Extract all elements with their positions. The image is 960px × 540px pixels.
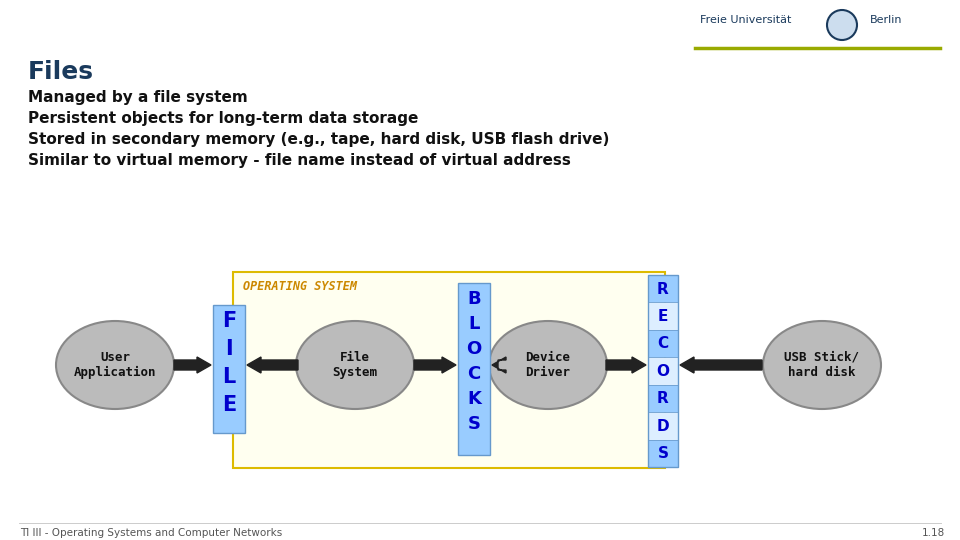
Text: Files: Files — [28, 60, 94, 84]
Text: C: C — [468, 365, 481, 383]
Bar — [648, 302, 678, 330]
Text: S: S — [658, 446, 668, 461]
Text: Managed by a file system: Managed by a file system — [28, 90, 248, 105]
Text: B: B — [468, 290, 481, 308]
Bar — [648, 412, 678, 440]
Text: USB Stick/
hard disk: USB Stick/ hard disk — [784, 351, 859, 379]
FancyArrow shape — [174, 357, 211, 373]
Text: S: S — [468, 415, 481, 433]
FancyArrow shape — [606, 357, 646, 373]
Bar — [648, 384, 678, 412]
Text: Persistent objects for long-term data storage: Persistent objects for long-term data st… — [28, 111, 419, 126]
Bar — [648, 440, 678, 467]
Text: Berlin: Berlin — [870, 15, 902, 25]
Text: OPERATING SYSTEM: OPERATING SYSTEM — [243, 280, 357, 293]
Text: D: D — [657, 418, 669, 434]
Text: Stored in secondary memory (e.g., tape, hard disk, USB flash drive): Stored in secondary memory (e.g., tape, … — [28, 132, 610, 147]
FancyArrow shape — [492, 357, 506, 373]
Ellipse shape — [763, 321, 881, 409]
Text: O: O — [467, 340, 482, 358]
Text: 1.18: 1.18 — [922, 528, 945, 538]
Bar — [213, 305, 245, 433]
Bar — [648, 275, 678, 467]
Text: E: E — [222, 395, 236, 415]
Text: Device
Driver: Device Driver — [525, 351, 570, 379]
Text: File
System: File System — [332, 351, 377, 379]
Text: Similar to virtual memory - file name instead of virtual address: Similar to virtual memory - file name in… — [28, 153, 571, 168]
Bar — [648, 330, 678, 357]
Text: Freie Universität: Freie Universität — [700, 15, 791, 25]
Text: R: R — [658, 281, 669, 296]
Ellipse shape — [827, 10, 857, 40]
FancyArrow shape — [680, 357, 762, 373]
Bar — [648, 275, 678, 302]
Text: K: K — [468, 390, 481, 408]
Text: L: L — [468, 315, 480, 333]
Text: R: R — [658, 391, 669, 406]
Bar — [458, 283, 490, 455]
Ellipse shape — [296, 321, 414, 409]
Text: User
Application: User Application — [74, 351, 156, 379]
Ellipse shape — [56, 321, 174, 409]
Text: L: L — [223, 367, 235, 387]
Ellipse shape — [489, 321, 607, 409]
Bar — [233, 272, 665, 468]
Text: I: I — [226, 339, 233, 359]
Text: C: C — [658, 336, 668, 352]
FancyArrow shape — [414, 357, 456, 373]
Text: E: E — [658, 309, 668, 324]
Text: TI III - Operating Systems and Computer Networks: TI III - Operating Systems and Computer … — [20, 528, 282, 538]
Text: F: F — [222, 311, 236, 331]
FancyArrow shape — [247, 357, 298, 373]
Bar — [648, 357, 678, 384]
Text: O: O — [657, 364, 669, 379]
